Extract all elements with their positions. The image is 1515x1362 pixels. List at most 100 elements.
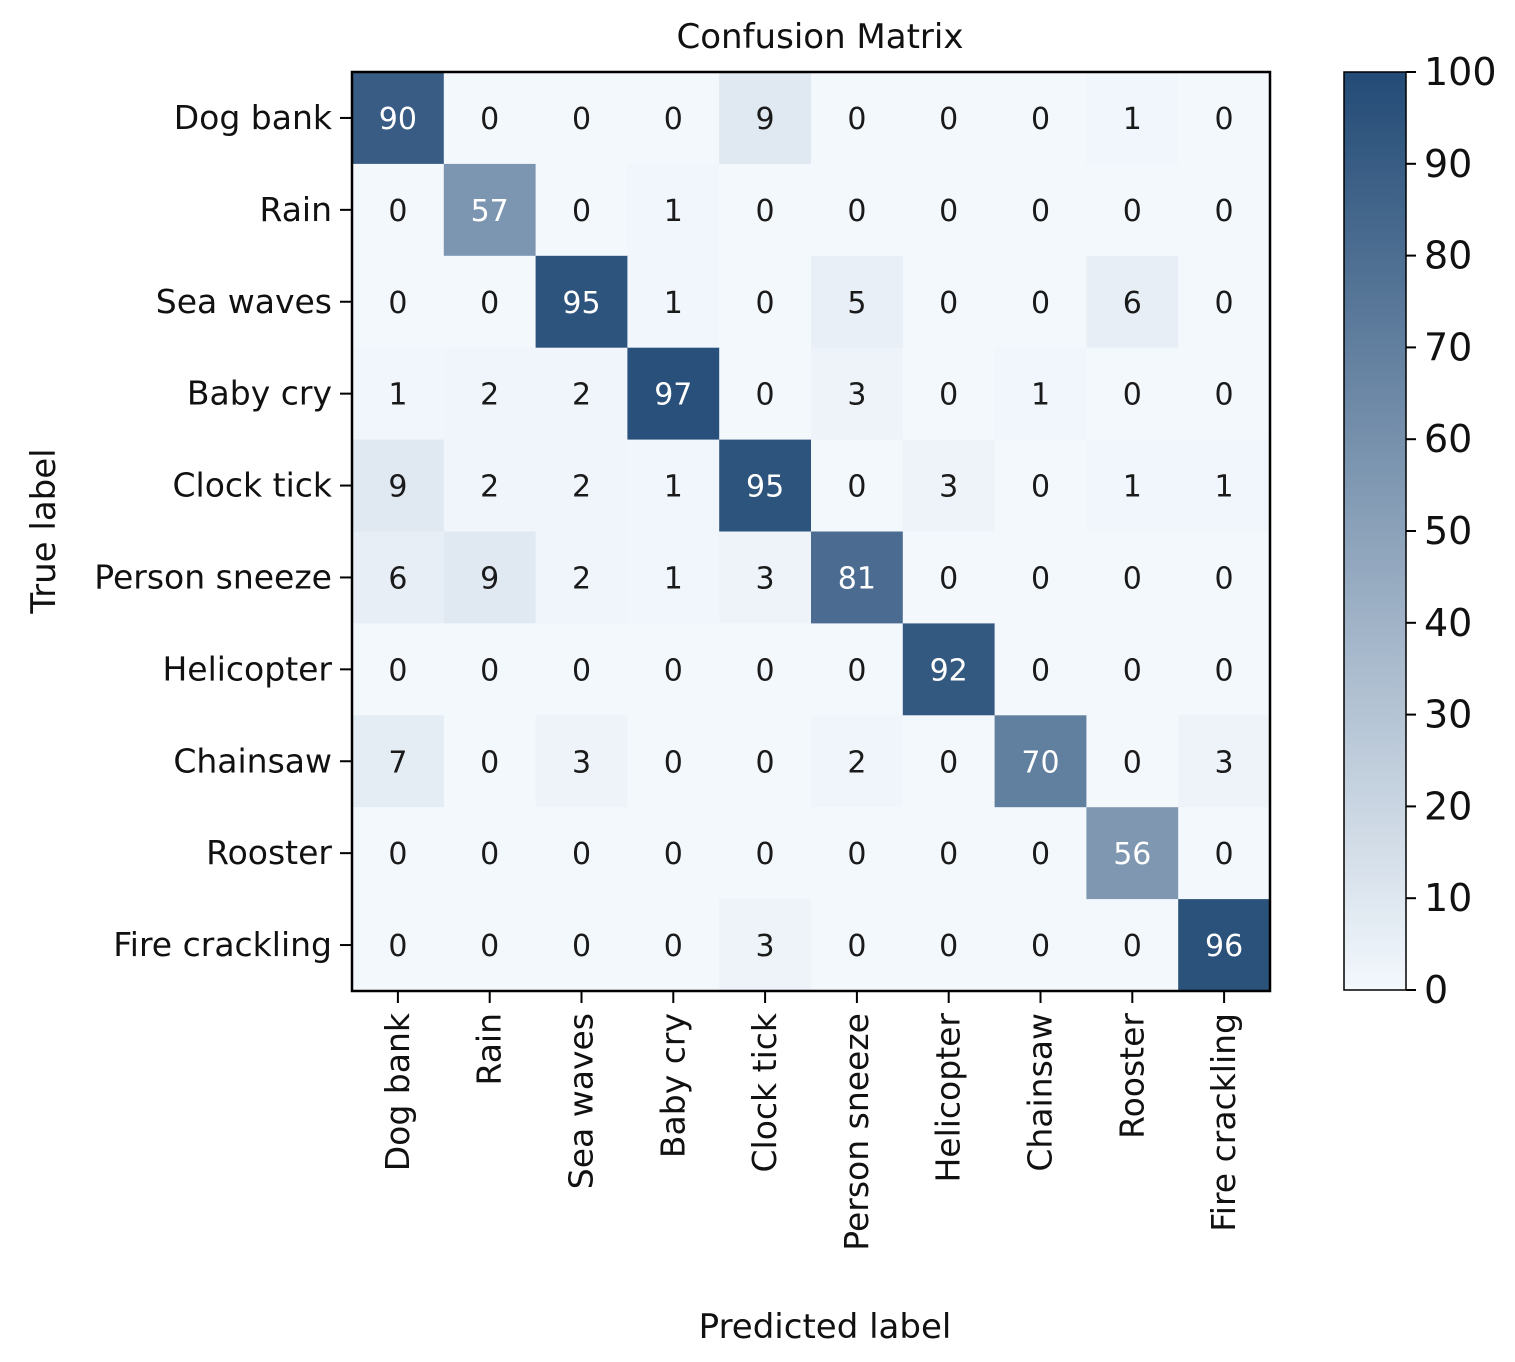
cell-value-label: 3 bbox=[847, 378, 866, 413]
y-tick-label: Chainsaw bbox=[173, 741, 332, 780]
matrix-cell bbox=[811, 531, 904, 624]
cell-value-label: 0 bbox=[939, 561, 958, 596]
cell-value-label: 0 bbox=[939, 194, 958, 229]
matrix-cell bbox=[719, 439, 812, 532]
cell-value-label: 0 bbox=[572, 837, 591, 872]
matrix-cell bbox=[627, 899, 720, 992]
matrix-cell bbox=[535, 623, 628, 716]
matrix-cell bbox=[811, 72, 904, 165]
x-tick-label: Baby cry bbox=[653, 1013, 692, 1158]
matrix-cell bbox=[535, 531, 628, 624]
cell-value-label: 0 bbox=[847, 929, 866, 964]
matrix-cell bbox=[994, 439, 1087, 532]
cell-value-label: 0 bbox=[480, 929, 499, 964]
y-axis-ticks: Dog bank Rain Sea waves Baby cry Clock tick P… bbox=[94, 98, 352, 964]
x-tick-label: Chainsaw bbox=[1021, 1013, 1060, 1172]
matrix-cell bbox=[811, 715, 904, 808]
cell-value-label: 2 bbox=[480, 470, 499, 505]
matrix-cell bbox=[443, 807, 537, 900]
x-tick-label: Helicopter bbox=[929, 1013, 968, 1183]
matrix-cell bbox=[627, 255, 720, 349]
matrix-cell bbox=[443, 899, 537, 992]
matrix-cell bbox=[719, 623, 812, 716]
cell-value-label: 0 bbox=[1215, 561, 1234, 596]
cell-value-label: 0 bbox=[480, 102, 499, 137]
cell-value-label: 0 bbox=[664, 929, 683, 964]
cell-value-label: 0 bbox=[1031, 837, 1050, 872]
matrix-cell bbox=[352, 807, 445, 900]
chart-title: Confusion Matrix bbox=[677, 17, 964, 57]
matrix-cell bbox=[627, 72, 720, 165]
matrix-cell bbox=[719, 72, 812, 165]
cell-value-label: 0 bbox=[388, 653, 407, 688]
matrix-cell bbox=[1178, 531, 1271, 624]
matrix-cell bbox=[443, 439, 537, 532]
cell-value-label: 0 bbox=[1123, 561, 1142, 596]
x-axis-label: Predicted label bbox=[699, 1307, 952, 1347]
matrix-cell bbox=[535, 347, 628, 441]
cell-value-label: 81 bbox=[838, 561, 876, 596]
cell-value-label: 5 bbox=[847, 286, 866, 321]
x-tick-label: Fire crackling bbox=[1204, 1013, 1243, 1232]
cell-value-label: 0 bbox=[1031, 561, 1050, 596]
cell-value-label: 0 bbox=[847, 194, 866, 229]
matrix-cell bbox=[352, 531, 445, 624]
cell-value-label: 0 bbox=[756, 286, 775, 321]
cell-value-label: 9 bbox=[756, 102, 775, 137]
colorbar-tick-label: 30 bbox=[1424, 693, 1472, 737]
cell-value-label: 0 bbox=[1031, 286, 1050, 321]
matrix-cell bbox=[443, 623, 537, 716]
cell-value-label: 0 bbox=[847, 653, 866, 688]
cell-value-label: 0 bbox=[756, 194, 775, 229]
y-tick-label: Clock tick bbox=[172, 466, 332, 505]
y-axis-label: True label bbox=[24, 448, 64, 614]
matrix-cell bbox=[352, 439, 445, 532]
colorbar-tick-label: 10 bbox=[1424, 876, 1472, 920]
y-tick-label: Fire crackling bbox=[113, 925, 332, 964]
matrix-cell bbox=[902, 163, 996, 257]
cell-value-label: 92 bbox=[930, 653, 968, 688]
matrix-cell bbox=[1178, 899, 1271, 992]
cell-value-label: 0 bbox=[480, 286, 499, 321]
matrix-cell bbox=[535, 72, 628, 165]
x-tick-label: Sea waves bbox=[562, 1013, 601, 1189]
cell-value-label: 0 bbox=[756, 378, 775, 413]
cell-value-label: 0 bbox=[480, 745, 499, 780]
matrix-cell bbox=[1086, 715, 1179, 808]
cell-value-label: 0 bbox=[664, 745, 683, 780]
cell-value-label: 0 bbox=[388, 929, 407, 964]
cell-value-label: 1 bbox=[664, 470, 683, 505]
matrix-cell bbox=[1086, 623, 1179, 716]
matrix-cell bbox=[352, 623, 445, 716]
cell-value-label: 0 bbox=[939, 929, 958, 964]
cell-value-label: 0 bbox=[756, 837, 775, 872]
cell-value-label: 1 bbox=[1123, 102, 1142, 137]
matrix-cell bbox=[627, 163, 720, 257]
matrix-cell bbox=[902, 439, 996, 532]
cell-value-label: 0 bbox=[756, 653, 775, 688]
matrix-cell bbox=[1178, 347, 1271, 441]
matrix-cell bbox=[811, 439, 904, 532]
matrix-cell bbox=[902, 72, 996, 165]
plot-frame bbox=[350, 70, 1272, 993]
cell-value-label: 56 bbox=[1113, 837, 1151, 872]
cell-value-label: 0 bbox=[1215, 653, 1234, 688]
cell-value-label: 0 bbox=[1031, 194, 1050, 229]
cell-value-label: 0 bbox=[1031, 470, 1050, 505]
matrix-cell bbox=[994, 715, 1087, 808]
matrix-cell bbox=[352, 255, 445, 349]
matrix-cell bbox=[627, 531, 720, 624]
matrix-cell bbox=[1178, 163, 1271, 257]
cell-value-label: 90 bbox=[379, 102, 417, 137]
colorbar-tick-label: 0 bbox=[1424, 968, 1448, 1012]
colorbar-tick-label: 20 bbox=[1424, 784, 1472, 828]
matrix-cell bbox=[994, 531, 1087, 624]
matrix-cell bbox=[902, 807, 996, 900]
cell-value-label: 6 bbox=[388, 561, 407, 596]
matrix-cell bbox=[719, 715, 812, 808]
matrix-cell bbox=[352, 899, 445, 992]
cell-value-label: 6 bbox=[1123, 286, 1142, 321]
cell-value-label: 3 bbox=[939, 470, 958, 505]
y-tick-label: Helicopter bbox=[162, 649, 332, 688]
